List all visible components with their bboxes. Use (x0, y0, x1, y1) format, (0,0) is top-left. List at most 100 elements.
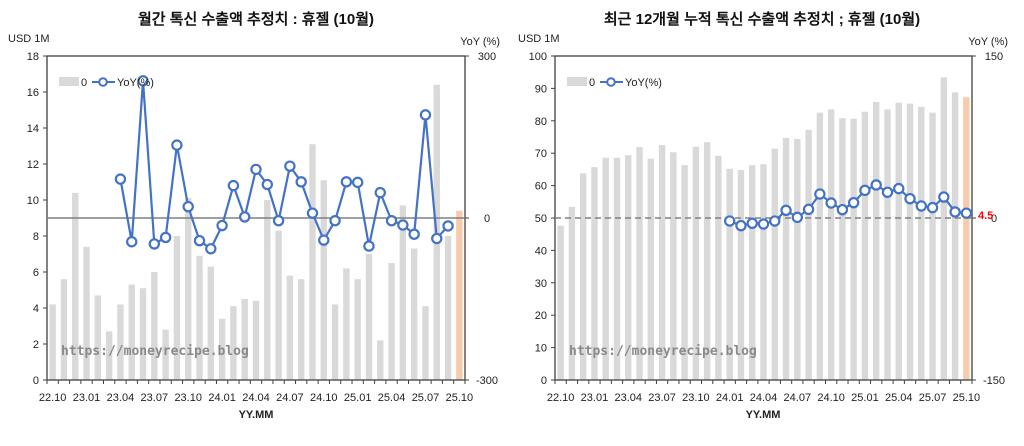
bar-23.03 (613, 157, 621, 380)
bar-25.09 (951, 92, 959, 381)
y2-axis-label: YoY (%) (460, 36, 500, 48)
yoy-point-23.09 (171, 139, 183, 151)
x-tick-label: 23.01 (581, 392, 609, 404)
bar-23.12 (715, 155, 722, 380)
yoy-point-24.06 (780, 204, 792, 217)
y-tick-label: 40 (535, 245, 547, 257)
bar-25.04 (895, 102, 902, 380)
bar-23.02 (94, 295, 102, 380)
bar-23.11 (196, 255, 203, 380)
yoy-point-25.03 (881, 186, 894, 198)
bar-22.10 (557, 225, 564, 380)
yoy-point-24.01 (216, 219, 228, 232)
legend-marker-icon (98, 77, 108, 87)
bar-24.06 (782, 137, 790, 380)
bar-23.02 (602, 157, 609, 380)
y2-tick-label: 0 (484, 213, 490, 225)
x-tick-label: 25.01 (344, 392, 372, 404)
y-tick-label: 30 (535, 278, 547, 290)
bar-23.04 (117, 304, 124, 380)
x-tick-label: 23.10 (682, 392, 710, 404)
yoy-point-25.01 (859, 184, 871, 197)
bar-25.01 (861, 111, 869, 380)
bar-24.10 (827, 109, 835, 381)
bar-25.05 (399, 205, 407, 380)
x-tick-label: 23.07 (648, 392, 676, 404)
yoy-point-24.10 (318, 234, 330, 246)
bar-23.07 (658, 145, 666, 380)
yoy-point-23.07 (148, 238, 161, 250)
bar-23.12 (207, 266, 215, 380)
yoy-point-24.03 (239, 211, 251, 223)
bar-24.08 (805, 129, 812, 380)
yoy-point-23.12 (205, 243, 217, 255)
x-tick-label: 25.07 (412, 392, 440, 404)
bar-23.03 (105, 331, 113, 380)
watermark: https://moneyrecipe.blog (61, 344, 249, 359)
x-tick-label: 25.07 (919, 392, 947, 404)
x-tick-label: 23.10 (174, 392, 202, 404)
bar-22.12 (579, 173, 587, 380)
y-tick-label: 10 (535, 343, 547, 355)
yoy-point-25.09 (949, 206, 961, 218)
last-yoy-label: 4.5 (978, 210, 993, 222)
chart-title: 월간 톡신 수출액 추정치 : 휴젤 (10월) (138, 10, 374, 28)
yoy-point-25.02 (870, 179, 882, 191)
yoy-point-24.09 (814, 188, 826, 200)
bar-25.04 (388, 263, 395, 380)
yoy-point-25.04 (385, 214, 398, 227)
x-tick-label: 24.04 (750, 392, 778, 404)
yoy-point-24.10 (825, 197, 837, 209)
yoy-point-23.05 (126, 236, 138, 248)
y-axis-label: USD 1M (518, 33, 560, 45)
yoy-point-25.07 (419, 109, 432, 121)
bar-23.10 (692, 146, 700, 380)
bar-24.01 (726, 168, 733, 380)
yoy-point-23.04 (114, 173, 127, 185)
yoy-point-25.05 (904, 192, 916, 205)
yoy-point-25.07 (926, 201, 939, 214)
bar-24.11 (331, 304, 339, 380)
yoy-point-25.03 (374, 186, 386, 199)
bar-24.03 (241, 299, 248, 380)
x-tick-label: 25.10 (953, 392, 981, 404)
bar-24.10 (320, 180, 327, 380)
y-tick-label: 50 (535, 213, 547, 225)
bar-25.10 (456, 210, 463, 380)
bar-23.01 (83, 246, 90, 380)
bar-25.02 (873, 102, 880, 381)
last-yoy-label: -14.7 (471, 0, 496, 3)
bar-25.06 (410, 248, 418, 380)
y-tick-label: 16 (27, 87, 39, 99)
yoy-point-24.02 (735, 219, 747, 232)
bar-24.11 (839, 118, 846, 380)
y-axis-label: USD 1M (8, 33, 50, 45)
x-tick-label: 24.07 (276, 392, 304, 404)
y2-tick-label: 300 (478, 51, 496, 63)
bar-25.03 (377, 340, 384, 380)
y-tick-label: 4 (33, 303, 39, 315)
yoy-point-24.07 (284, 160, 296, 172)
bar-23.06 (139, 288, 147, 380)
bar-24.12 (850, 118, 857, 380)
chart-title: 최근 12개월 누적 톡신 수출액 추정치 ; 휴젤 (10월) (604, 10, 920, 28)
x-tick-label: 25.10 (446, 392, 474, 404)
y-tick-label: 60 (535, 181, 547, 193)
bar-24.04 (252, 300, 260, 380)
x-tick-label: 24.01 (716, 392, 744, 404)
bar-24.07 (286, 275, 294, 380)
bar-23.01 (591, 167, 598, 380)
x-tick-label: 24.04 (242, 392, 270, 404)
bar-23.09 (681, 165, 688, 380)
y-tick-label: 20 (535, 310, 547, 322)
yoy-point-24.12 (340, 176, 353, 188)
yoy-point-24.05 (769, 215, 781, 227)
bar-25.05 (906, 103, 914, 381)
y-tick-label: 100 (529, 51, 547, 63)
x-axis-label: YY.MM (746, 409, 781, 421)
x-tick-label: 24.01 (208, 392, 236, 404)
yoy-point-25.04 (893, 182, 905, 195)
bar-22.10 (49, 304, 56, 380)
yoy-point-25.02 (363, 240, 375, 252)
x-tick-label: 23.04 (614, 392, 642, 404)
